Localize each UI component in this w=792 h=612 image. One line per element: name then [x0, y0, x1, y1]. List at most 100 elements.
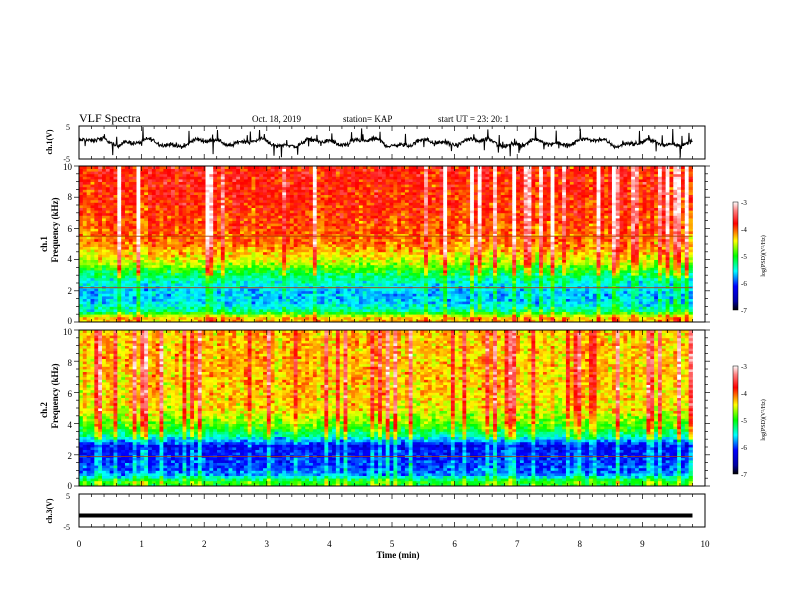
ch1-spec-cell [385, 285, 390, 289]
ch1-spec-cell [293, 267, 298, 271]
ch1-spec-cell [144, 270, 149, 273]
ch1-spec-cell [82, 301, 88, 305]
ch1-spec-cell [94, 168, 99, 172]
ch1-spec-cell [243, 218, 249, 221]
ch1-spec-cell [82, 262, 88, 266]
ch1-spec-cell [209, 192, 214, 195]
ch1-spec-cell [301, 319, 306, 323]
ch1-spec-cell [117, 259, 122, 263]
ch1-spec-cell [171, 218, 176, 221]
ch1-spec-cell [355, 173, 360, 177]
ch1-spec-cell [370, 184, 375, 188]
ch1-spec-cell [151, 301, 157, 305]
ch1-spec-cell [79, 194, 84, 198]
ch1-spec-cell [194, 275, 199, 279]
ch1-spec-cell [289, 168, 295, 172]
ch1-spec-cell [320, 181, 325, 185]
ch1-spec-cell [79, 218, 84, 221]
ch1-spec-cell [144, 285, 149, 289]
ch1-spec-cell [205, 303, 210, 307]
ch1-spec-cell [332, 316, 337, 320]
ch1-spec-cell [128, 314, 134, 318]
ch1-spec-cell [82, 290, 88, 294]
ch1-spec-cell [324, 275, 329, 279]
ch1-spec-cell [351, 290, 356, 294]
ch1-spec-cell [121, 309, 126, 312]
ch1-spec-cell [178, 309, 183, 312]
ch1-spec-cell [151, 251, 157, 255]
ch1-spec-cell [282, 205, 287, 208]
ch1-spec-cell [167, 272, 172, 276]
ch1-spec-cell [197, 173, 203, 177]
ch1-spec-cell [343, 199, 348, 203]
ch1-spec-cell [117, 277, 122, 281]
ch1-spec-cell [197, 296, 203, 299]
ch1-spec-cell [136, 319, 141, 323]
ch1-spec-cell [232, 283, 237, 286]
ch1-spec-cell [293, 296, 298, 299]
ch1-spec-cell [320, 259, 325, 263]
ch1-spec-cell [347, 293, 352, 297]
ch1-spec-cell [305, 249, 310, 253]
ch1-spec-cell [144, 301, 149, 305]
ch1-spec-cell [343, 218, 348, 221]
ch1-spec-cell [190, 199, 195, 203]
ch1-spec-cell [301, 194, 306, 198]
ch1-spec-cell [79, 288, 84, 292]
ch1-spec-cell [125, 186, 130, 190]
ch1-spec-cell [309, 231, 314, 234]
ch1-spec-cell [232, 186, 237, 190]
ch1-spec-cell [159, 225, 164, 229]
ch1-spec-cell [243, 225, 249, 229]
ch1-spec-cell [251, 311, 256, 315]
ch1-spec-cell [121, 301, 126, 305]
ch1-spec-cell [278, 218, 283, 221]
ch1-spec-cell [197, 184, 203, 188]
ch1-spec-cell [209, 168, 214, 172]
ch1-spec-cell [148, 194, 153, 198]
ch1-spec-cell [335, 173, 341, 177]
ch1-spec-cell [171, 251, 176, 255]
ch1-spec-cell [121, 288, 126, 292]
ch1-spec-cell [316, 173, 321, 177]
ch1-spec-cell [186, 166, 191, 169]
ch1-spec-cell [335, 179, 341, 182]
ch1-spec-cell [324, 202, 329, 206]
ch1-spec-cell [270, 233, 275, 237]
ch1-spec-cell [163, 192, 168, 195]
ch1-spec-cell [366, 259, 371, 263]
ch1-spec-cell [113, 259, 118, 263]
ch1-spec-cell [282, 220, 287, 224]
ch1-spec-cell [286, 225, 291, 229]
ch1-spec-cell [266, 212, 272, 216]
ch1-spec-cell [194, 254, 199, 258]
ch1-spec-cell [324, 184, 329, 188]
ch1-spec-cell [236, 176, 241, 180]
ch1-spec-cell [358, 264, 364, 268]
ch1-spec-cell [243, 319, 249, 323]
ch1-spec-cell [232, 251, 237, 255]
ch1-spec-cell [312, 277, 318, 281]
ch1-spec-cell [343, 257, 348, 260]
ch1-spec-cell [148, 207, 153, 211]
ch1-spec-cell [293, 285, 298, 289]
ch1-spec-cell [144, 251, 149, 255]
ch1-spec-cell [378, 192, 383, 195]
ch1-spec-cell [224, 303, 229, 307]
ch1-spec-cell [113, 264, 118, 268]
ch1-spec-cell [339, 236, 344, 240]
ch1-spec-cell [362, 293, 367, 297]
ch1-spec-cell [332, 285, 337, 289]
ch1-spec-cell [159, 309, 164, 312]
ch1-spec-cell [167, 246, 172, 250]
ch1-spec-cell [339, 293, 344, 297]
ch1-spec-cell [144, 225, 149, 229]
ch1-spec-cell [136, 223, 141, 227]
ch1-spec-cell [148, 283, 153, 286]
ch1-spec-cell [301, 202, 306, 206]
ch1-spec-cell [286, 293, 291, 297]
ch1-spec-cell [378, 314, 383, 318]
ch1-spec-cell [186, 176, 191, 180]
ch1-spec-cell [132, 270, 137, 273]
ch1-spec-cell [270, 192, 275, 195]
